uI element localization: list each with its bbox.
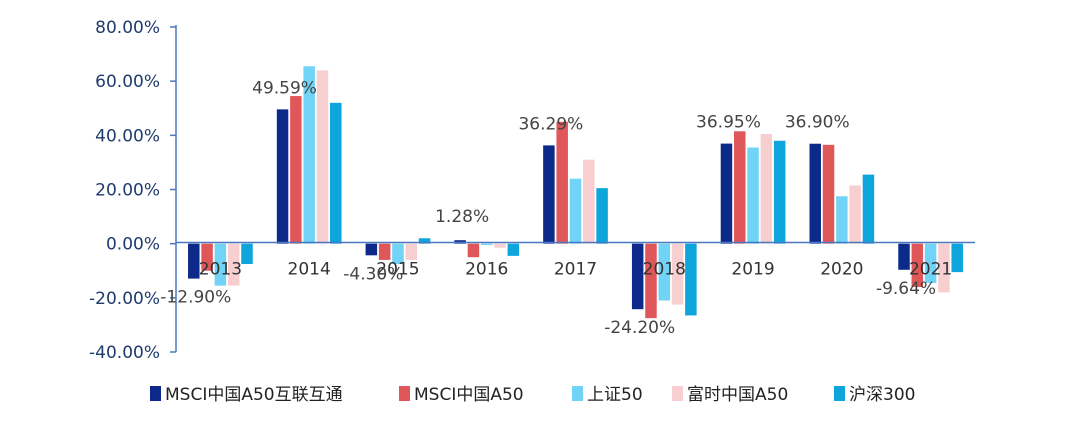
bar xyxy=(365,243,378,256)
data-label: 36.90% xyxy=(785,113,850,133)
bar xyxy=(494,243,506,248)
bar xyxy=(898,243,910,270)
legend-label: MSCI中国A50 xyxy=(414,385,524,405)
data-label: -12.90% xyxy=(160,288,231,308)
bar xyxy=(392,243,404,264)
y-tick-label: 60.00% xyxy=(95,72,160,92)
bar xyxy=(911,243,924,287)
legend-swatch xyxy=(572,386,583,401)
bar xyxy=(556,121,568,244)
bar xyxy=(951,243,963,273)
bar xyxy=(671,243,684,305)
legend-label: MSCI中国A50互联互通 xyxy=(165,385,343,405)
x-tick-label: 2016 xyxy=(465,260,508,280)
y-tick-label: -20.00% xyxy=(89,289,160,309)
bar xyxy=(507,243,520,256)
bar xyxy=(290,96,302,244)
legend-swatch xyxy=(834,386,845,401)
bar xyxy=(938,243,950,293)
data-label: 36.29% xyxy=(518,114,583,134)
bar xyxy=(631,243,644,310)
bar xyxy=(201,243,213,271)
bar xyxy=(720,143,733,244)
bar xyxy=(760,133,773,244)
x-tick-label: 2015 xyxy=(376,260,419,280)
bar xyxy=(543,145,555,244)
x-tick-label: 2017 xyxy=(554,260,597,280)
bar xyxy=(569,178,582,244)
bar xyxy=(467,243,480,258)
x-tick-label: 2019 xyxy=(731,260,774,280)
bar xyxy=(330,102,342,244)
y-tick-label: -40.00% xyxy=(89,343,160,363)
legend-label: 富时中国A50 xyxy=(687,385,788,405)
bar xyxy=(418,238,431,244)
data-label: 49.59% xyxy=(252,78,317,98)
bar xyxy=(849,185,861,244)
data-label: 36.95% xyxy=(696,113,761,133)
legend-label: 上证50 xyxy=(587,385,643,405)
bar xyxy=(480,243,493,246)
y-tick-label: 80.00% xyxy=(95,18,160,38)
bar xyxy=(316,70,329,244)
legend-swatch xyxy=(672,386,683,401)
x-tick-label: 2018 xyxy=(643,260,686,280)
data-label: -4.30% xyxy=(343,264,403,284)
bar xyxy=(822,144,835,244)
bar xyxy=(734,131,746,244)
bar xyxy=(188,243,200,279)
x-tick-label: 2014 xyxy=(288,260,331,280)
bar xyxy=(836,196,848,244)
bar xyxy=(747,147,759,244)
bar xyxy=(809,143,821,244)
x-tick-label: 2020 xyxy=(820,260,863,280)
data-label: -24.20% xyxy=(604,318,675,338)
bar xyxy=(596,188,608,244)
y-tick-label: 20.00% xyxy=(95,181,160,201)
bar xyxy=(658,243,671,301)
legend-label: 沪深300 xyxy=(849,385,915,405)
bar xyxy=(227,243,240,286)
bar xyxy=(924,243,937,283)
x-tick-label: 2013 xyxy=(199,260,242,280)
bar xyxy=(583,159,595,244)
data-label: 1.28% xyxy=(435,207,489,227)
legend-swatch xyxy=(150,386,161,401)
y-tick-label: 40.00% xyxy=(95,126,160,146)
bar xyxy=(645,243,657,319)
y-tick-label: 0.00% xyxy=(106,235,160,255)
bar xyxy=(773,140,786,244)
bar xyxy=(276,109,289,244)
bar xyxy=(214,243,227,286)
bar xyxy=(862,174,875,244)
x-tick-label: 2021 xyxy=(909,260,952,280)
data-label: -9.64% xyxy=(876,279,936,299)
bar xyxy=(241,243,253,264)
bar xyxy=(405,243,417,260)
bar xyxy=(378,243,391,260)
bar xyxy=(303,66,315,244)
bar xyxy=(685,243,697,316)
legend-swatch xyxy=(399,386,410,401)
